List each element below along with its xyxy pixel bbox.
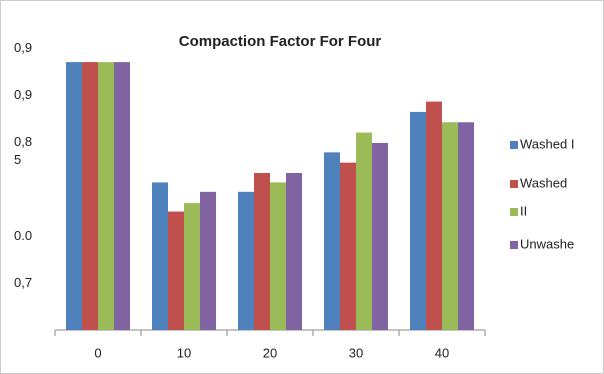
- legend-label: II: [520, 203, 527, 218]
- legend-swatch: [510, 241, 518, 249]
- bar: [168, 211, 184, 330]
- bar: [66, 62, 82, 330]
- bar: [184, 203, 200, 330]
- legend-label: Washed: [520, 175, 567, 190]
- bar: [372, 142, 388, 330]
- x-tick-label: 10: [177, 345, 191, 360]
- bar: [98, 62, 114, 330]
- y-tick-label: 0,9: [14, 40, 33, 55]
- bar: [114, 62, 130, 330]
- bar: [410, 111, 426, 330]
- x-tick-label: 30: [349, 345, 363, 360]
- bar: [458, 122, 474, 330]
- legend-label: Washed I: [520, 136, 574, 151]
- bar: [238, 191, 254, 330]
- bar: [82, 62, 98, 330]
- legend-swatch: [510, 208, 518, 216]
- x-tick-label: 0: [94, 345, 101, 360]
- x-tick-label: 20: [263, 345, 277, 360]
- bar: [324, 152, 340, 330]
- bar: [426, 101, 442, 330]
- bar: [200, 191, 216, 330]
- bar: [286, 173, 302, 330]
- bar: [442, 122, 458, 330]
- bar: [152, 182, 168, 330]
- bar: [254, 173, 270, 330]
- y-tick-label: 0,8 5: [14, 134, 33, 167]
- chart-title: Compaction Factor For Four: [179, 33, 382, 50]
- bar: [356, 132, 372, 330]
- y-tick-label: 0,9: [14, 87, 33, 102]
- bar: [270, 182, 286, 330]
- x-tick-label: 40: [435, 345, 449, 360]
- bar: [340, 162, 356, 330]
- legend-swatch: [510, 141, 518, 149]
- y-tick-label: 0,7: [14, 275, 33, 290]
- legend-label: Unwashe: [520, 236, 574, 251]
- legend-swatch: [510, 180, 518, 188]
- y-tick-label: 0.0: [14, 228, 33, 243]
